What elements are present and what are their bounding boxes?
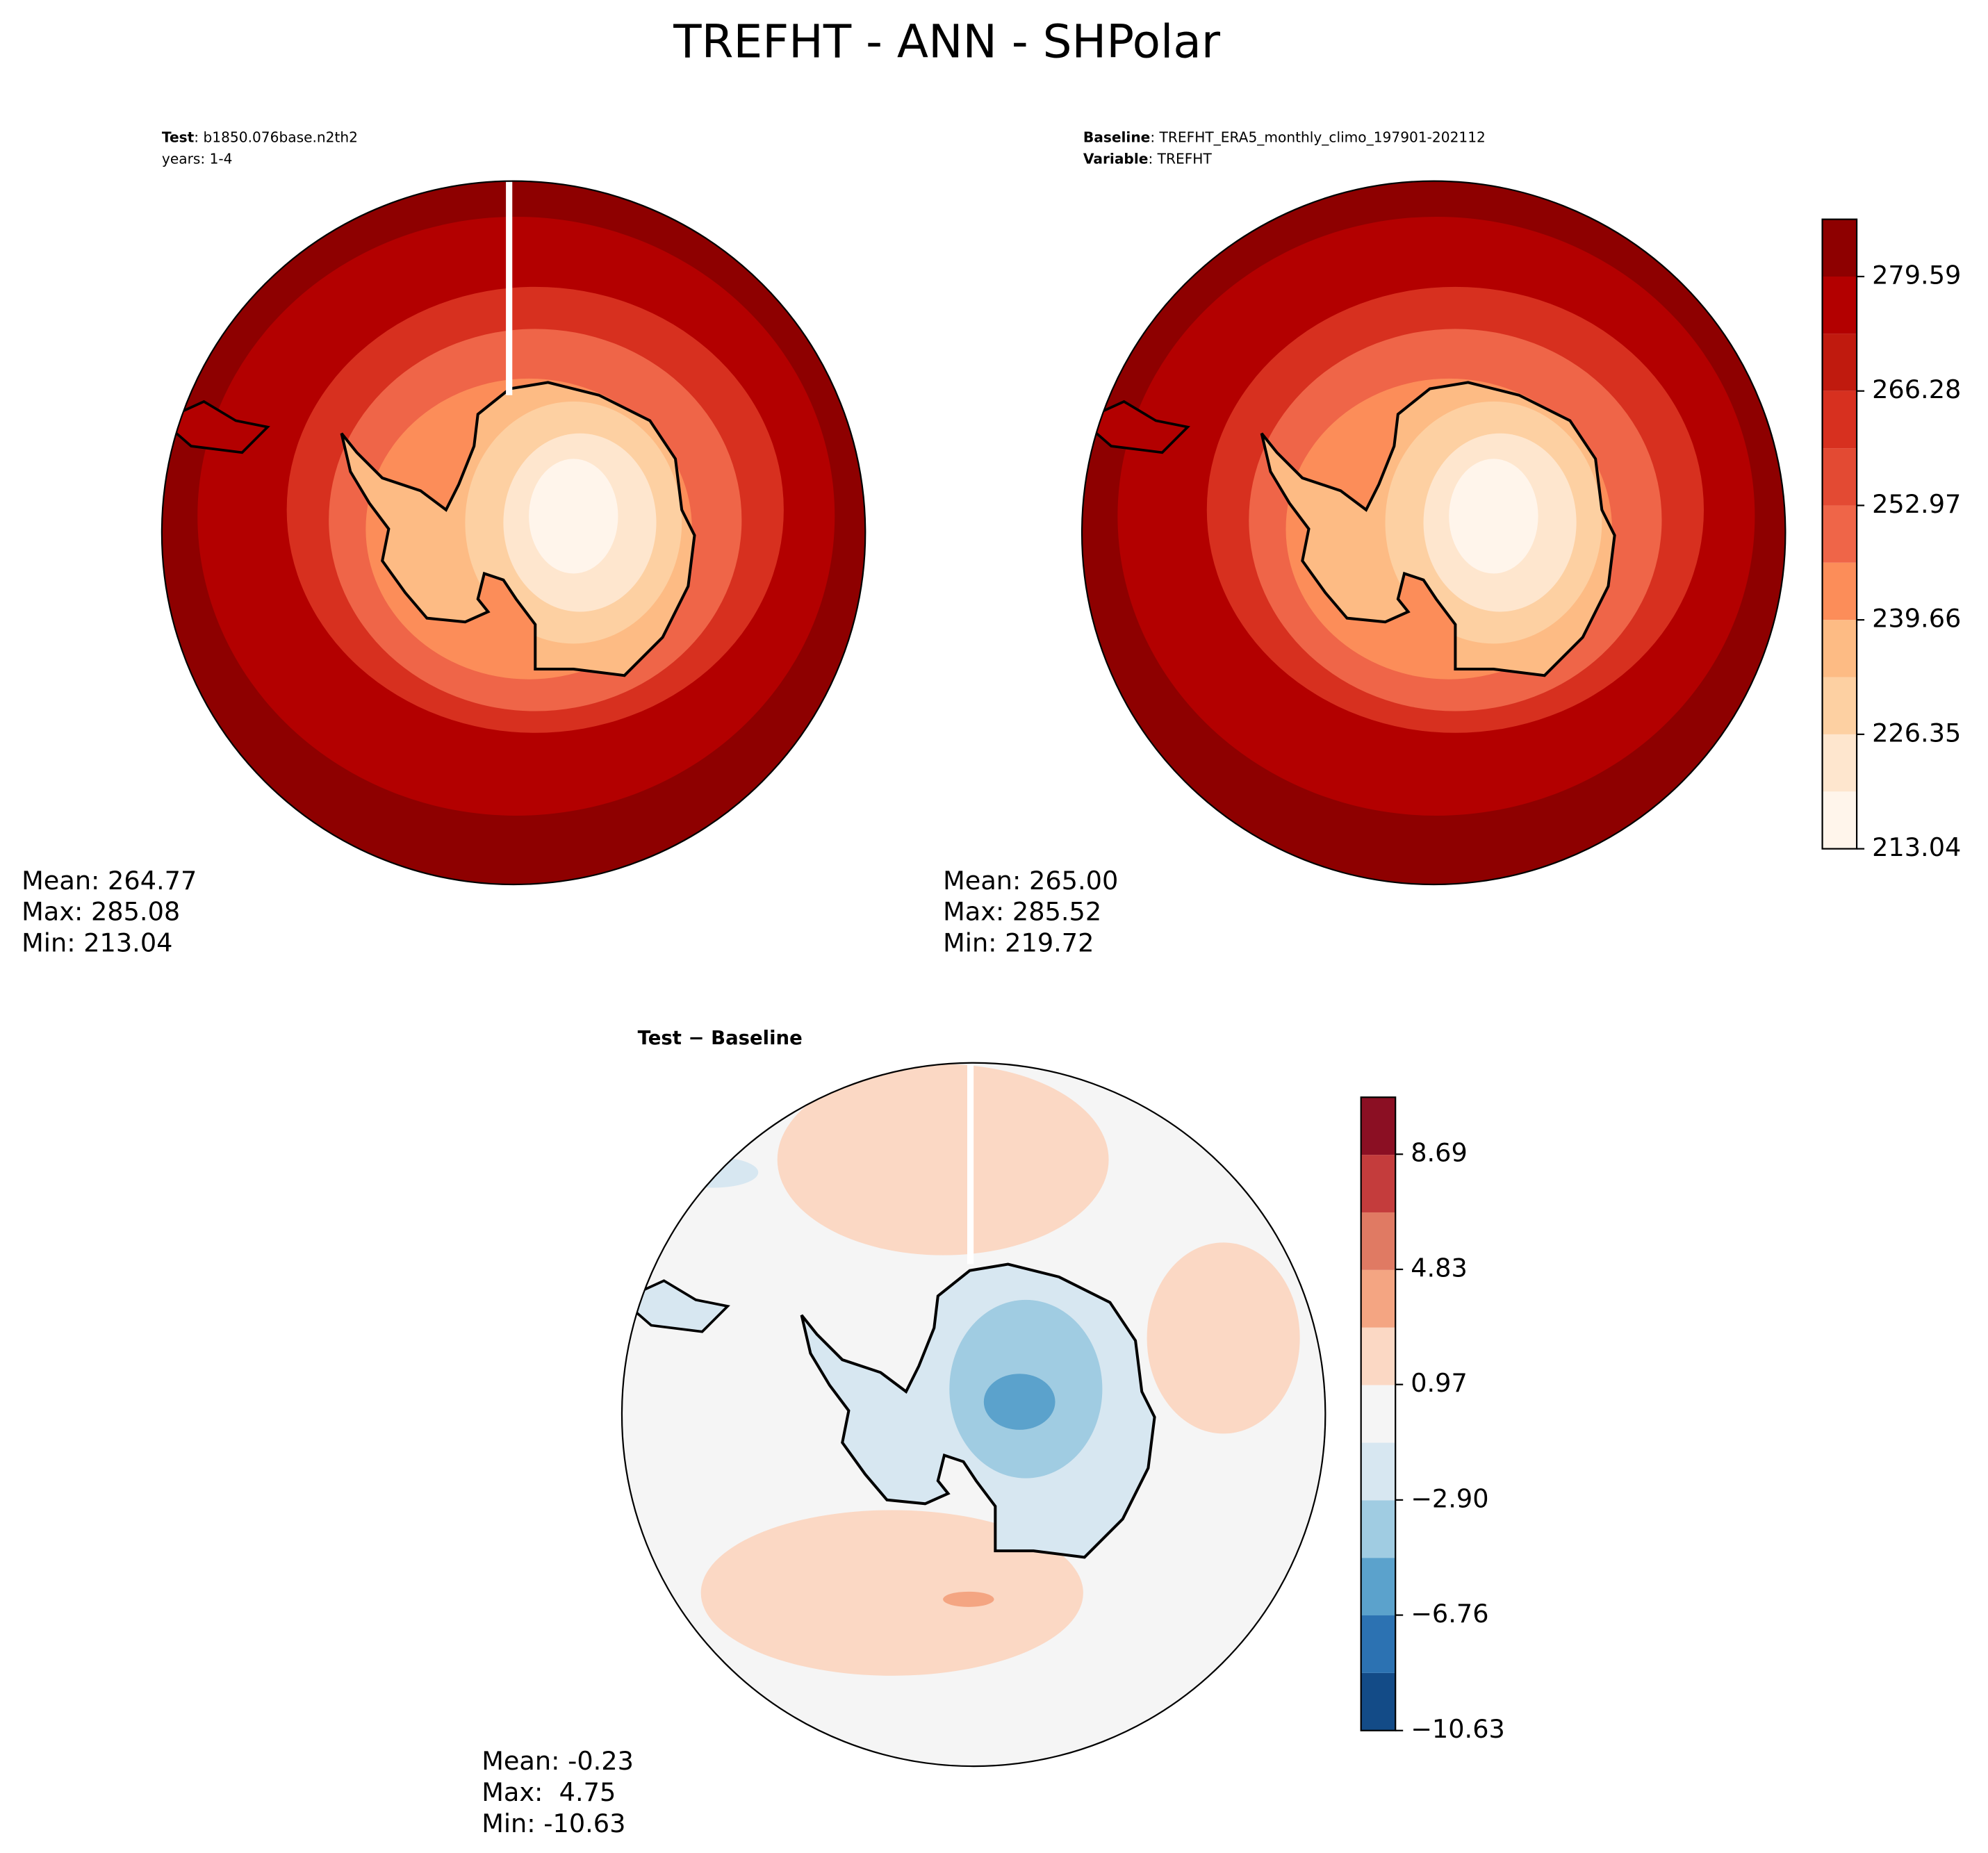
stat-text: Min: 219.72 xyxy=(943,928,1094,958)
stat-text: Max: 285.52 xyxy=(943,897,1101,927)
panel-header: Test: b1850.076base.n2th2 xyxy=(162,129,358,145)
map-border xyxy=(161,180,866,886)
colorbar-frame xyxy=(1821,218,1858,850)
colorbar-band xyxy=(1822,219,1857,277)
colorbar-band xyxy=(1822,333,1857,391)
colorbar-band xyxy=(1822,791,1857,849)
colorbar-band xyxy=(1822,448,1857,506)
colorbar-frame xyxy=(1360,1096,1397,1731)
stat-text: Max: 4.75 xyxy=(482,1777,616,1807)
header-text: : TREFHT xyxy=(1148,150,1212,167)
colorbar-tick-label: 239.66 xyxy=(1872,604,1961,634)
colorbar-band xyxy=(1361,1097,1396,1155)
colorbar-band xyxy=(1361,1155,1396,1212)
colorbar-band xyxy=(1361,1442,1396,1501)
header-label: Variable xyxy=(1083,150,1149,167)
colorbar-band xyxy=(1361,1327,1396,1385)
colorbar-band xyxy=(1822,277,1857,334)
colorbar-band xyxy=(1822,390,1857,449)
figure-title: TREFHT - ANN - SHPolar xyxy=(673,15,1221,68)
colorbar-tick-label: −2.90 xyxy=(1411,1483,1488,1513)
colorbar-tick-label: 279.59 xyxy=(1872,261,1961,290)
stat-text: Mean: -0.23 xyxy=(482,1746,634,1776)
colorbar-band xyxy=(1361,1269,1396,1328)
colorbar-tick-label: 8.69 xyxy=(1411,1138,1468,1168)
colorbar-tick-label: 0.97 xyxy=(1411,1368,1468,1398)
colorbar-band xyxy=(1361,1500,1396,1558)
stat-text: Min: -10.63 xyxy=(482,1809,625,1838)
header-label: Baseline xyxy=(1083,129,1150,145)
test-map xyxy=(162,181,865,884)
colorbar-tick-label: 266.28 xyxy=(1872,374,1961,404)
colorbar-band xyxy=(1361,1615,1396,1673)
colorbar-tick-label: 252.97 xyxy=(1872,489,1961,519)
panel-header: Baseline: TREFHT_ERA5_monthly_climo_1979… xyxy=(1083,129,1486,145)
stat-text: Mean: 264.77 xyxy=(22,866,197,896)
panel-header: years: 1-4 xyxy=(162,150,233,167)
colorbar-tick-label: 4.83 xyxy=(1411,1253,1468,1283)
panel-header: Test − Baseline xyxy=(638,1027,803,1049)
header-text: : b1850.076base.n2th2 xyxy=(194,129,358,145)
colorbar-band xyxy=(1822,505,1857,563)
colorbar-band xyxy=(1361,1385,1396,1443)
colorbar-tick-label: 213.04 xyxy=(1872,832,1961,862)
colorbar-tick-label: −6.76 xyxy=(1411,1599,1488,1629)
colorbar-tick-label: 226.35 xyxy=(1872,718,1961,748)
header-text: : TREFHT_ERA5_monthly_climo_197901-20211… xyxy=(1150,129,1486,145)
colorbar-band xyxy=(1361,1558,1396,1616)
colorbar-tick-label: −10.63 xyxy=(1411,1714,1505,1744)
colorbar-band xyxy=(1822,734,1857,792)
header-label: Test xyxy=(162,129,195,145)
baseline-map xyxy=(1082,181,1785,884)
colorbar-band xyxy=(1361,1672,1396,1731)
stat-text: Min: 213.04 xyxy=(22,928,172,958)
stat-text: Max: 285.08 xyxy=(22,897,180,927)
colorbar-band xyxy=(1822,562,1857,620)
colorbar-band xyxy=(1822,620,1857,677)
panel-header: Variable: TREFHT xyxy=(1083,150,1213,167)
map-border xyxy=(1081,180,1786,886)
colorbar-band xyxy=(1361,1212,1396,1270)
header-text: years: 1-4 xyxy=(162,150,233,167)
map-border xyxy=(621,1062,1326,1768)
stat-text: Mean: 265.00 xyxy=(943,866,1118,896)
colorbar-band xyxy=(1822,677,1857,734)
header-label: Test − Baseline xyxy=(638,1027,803,1049)
difference-map xyxy=(621,1062,1326,1767)
